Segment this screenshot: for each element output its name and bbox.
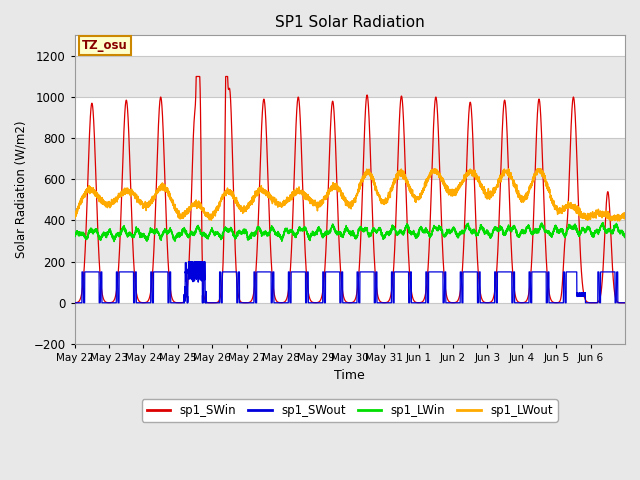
Title: SP1 Solar Radiation: SP1 Solar Radiation xyxy=(275,15,425,30)
Legend: sp1_SWin, sp1_SWout, sp1_LWin, sp1_LWout: sp1_SWin, sp1_SWout, sp1_LWin, sp1_LWout xyxy=(142,399,557,421)
Bar xyxy=(75,220,625,262)
Text: TZ_osu: TZ_osu xyxy=(82,39,127,52)
Bar xyxy=(75,56,625,97)
Bar xyxy=(75,303,625,344)
Bar xyxy=(75,97,625,138)
Bar xyxy=(75,138,625,180)
Y-axis label: Solar Radiation (W/m2): Solar Radiation (W/m2) xyxy=(15,121,28,258)
X-axis label: Time: Time xyxy=(335,369,365,382)
Bar xyxy=(75,262,625,303)
Bar xyxy=(75,180,625,220)
